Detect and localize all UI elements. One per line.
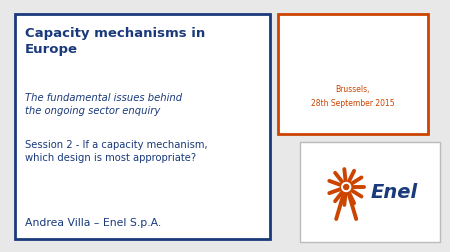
Bar bbox=[300, 142, 440, 242]
Text: The fundamental issues behind
the ongoing sector enquiry: The fundamental issues behind the ongoin… bbox=[25, 93, 182, 115]
Circle shape bbox=[344, 185, 349, 190]
Text: Brussels,: Brussels, bbox=[336, 85, 370, 93]
Text: Andrea Villa – Enel S.p.A.: Andrea Villa – Enel S.p.A. bbox=[25, 217, 161, 227]
Bar bbox=[15, 15, 270, 239]
Text: Capacity mechanisms in
Europe: Capacity mechanisms in Europe bbox=[25, 27, 205, 55]
Text: Enel: Enel bbox=[370, 183, 417, 202]
Bar bbox=[278, 15, 428, 135]
Circle shape bbox=[342, 183, 351, 192]
Text: 28th September 2015: 28th September 2015 bbox=[311, 99, 395, 107]
Text: Session 2 - If a capacity mechanism,
which design is most appropriate?: Session 2 - If a capacity mechanism, whi… bbox=[25, 139, 207, 162]
